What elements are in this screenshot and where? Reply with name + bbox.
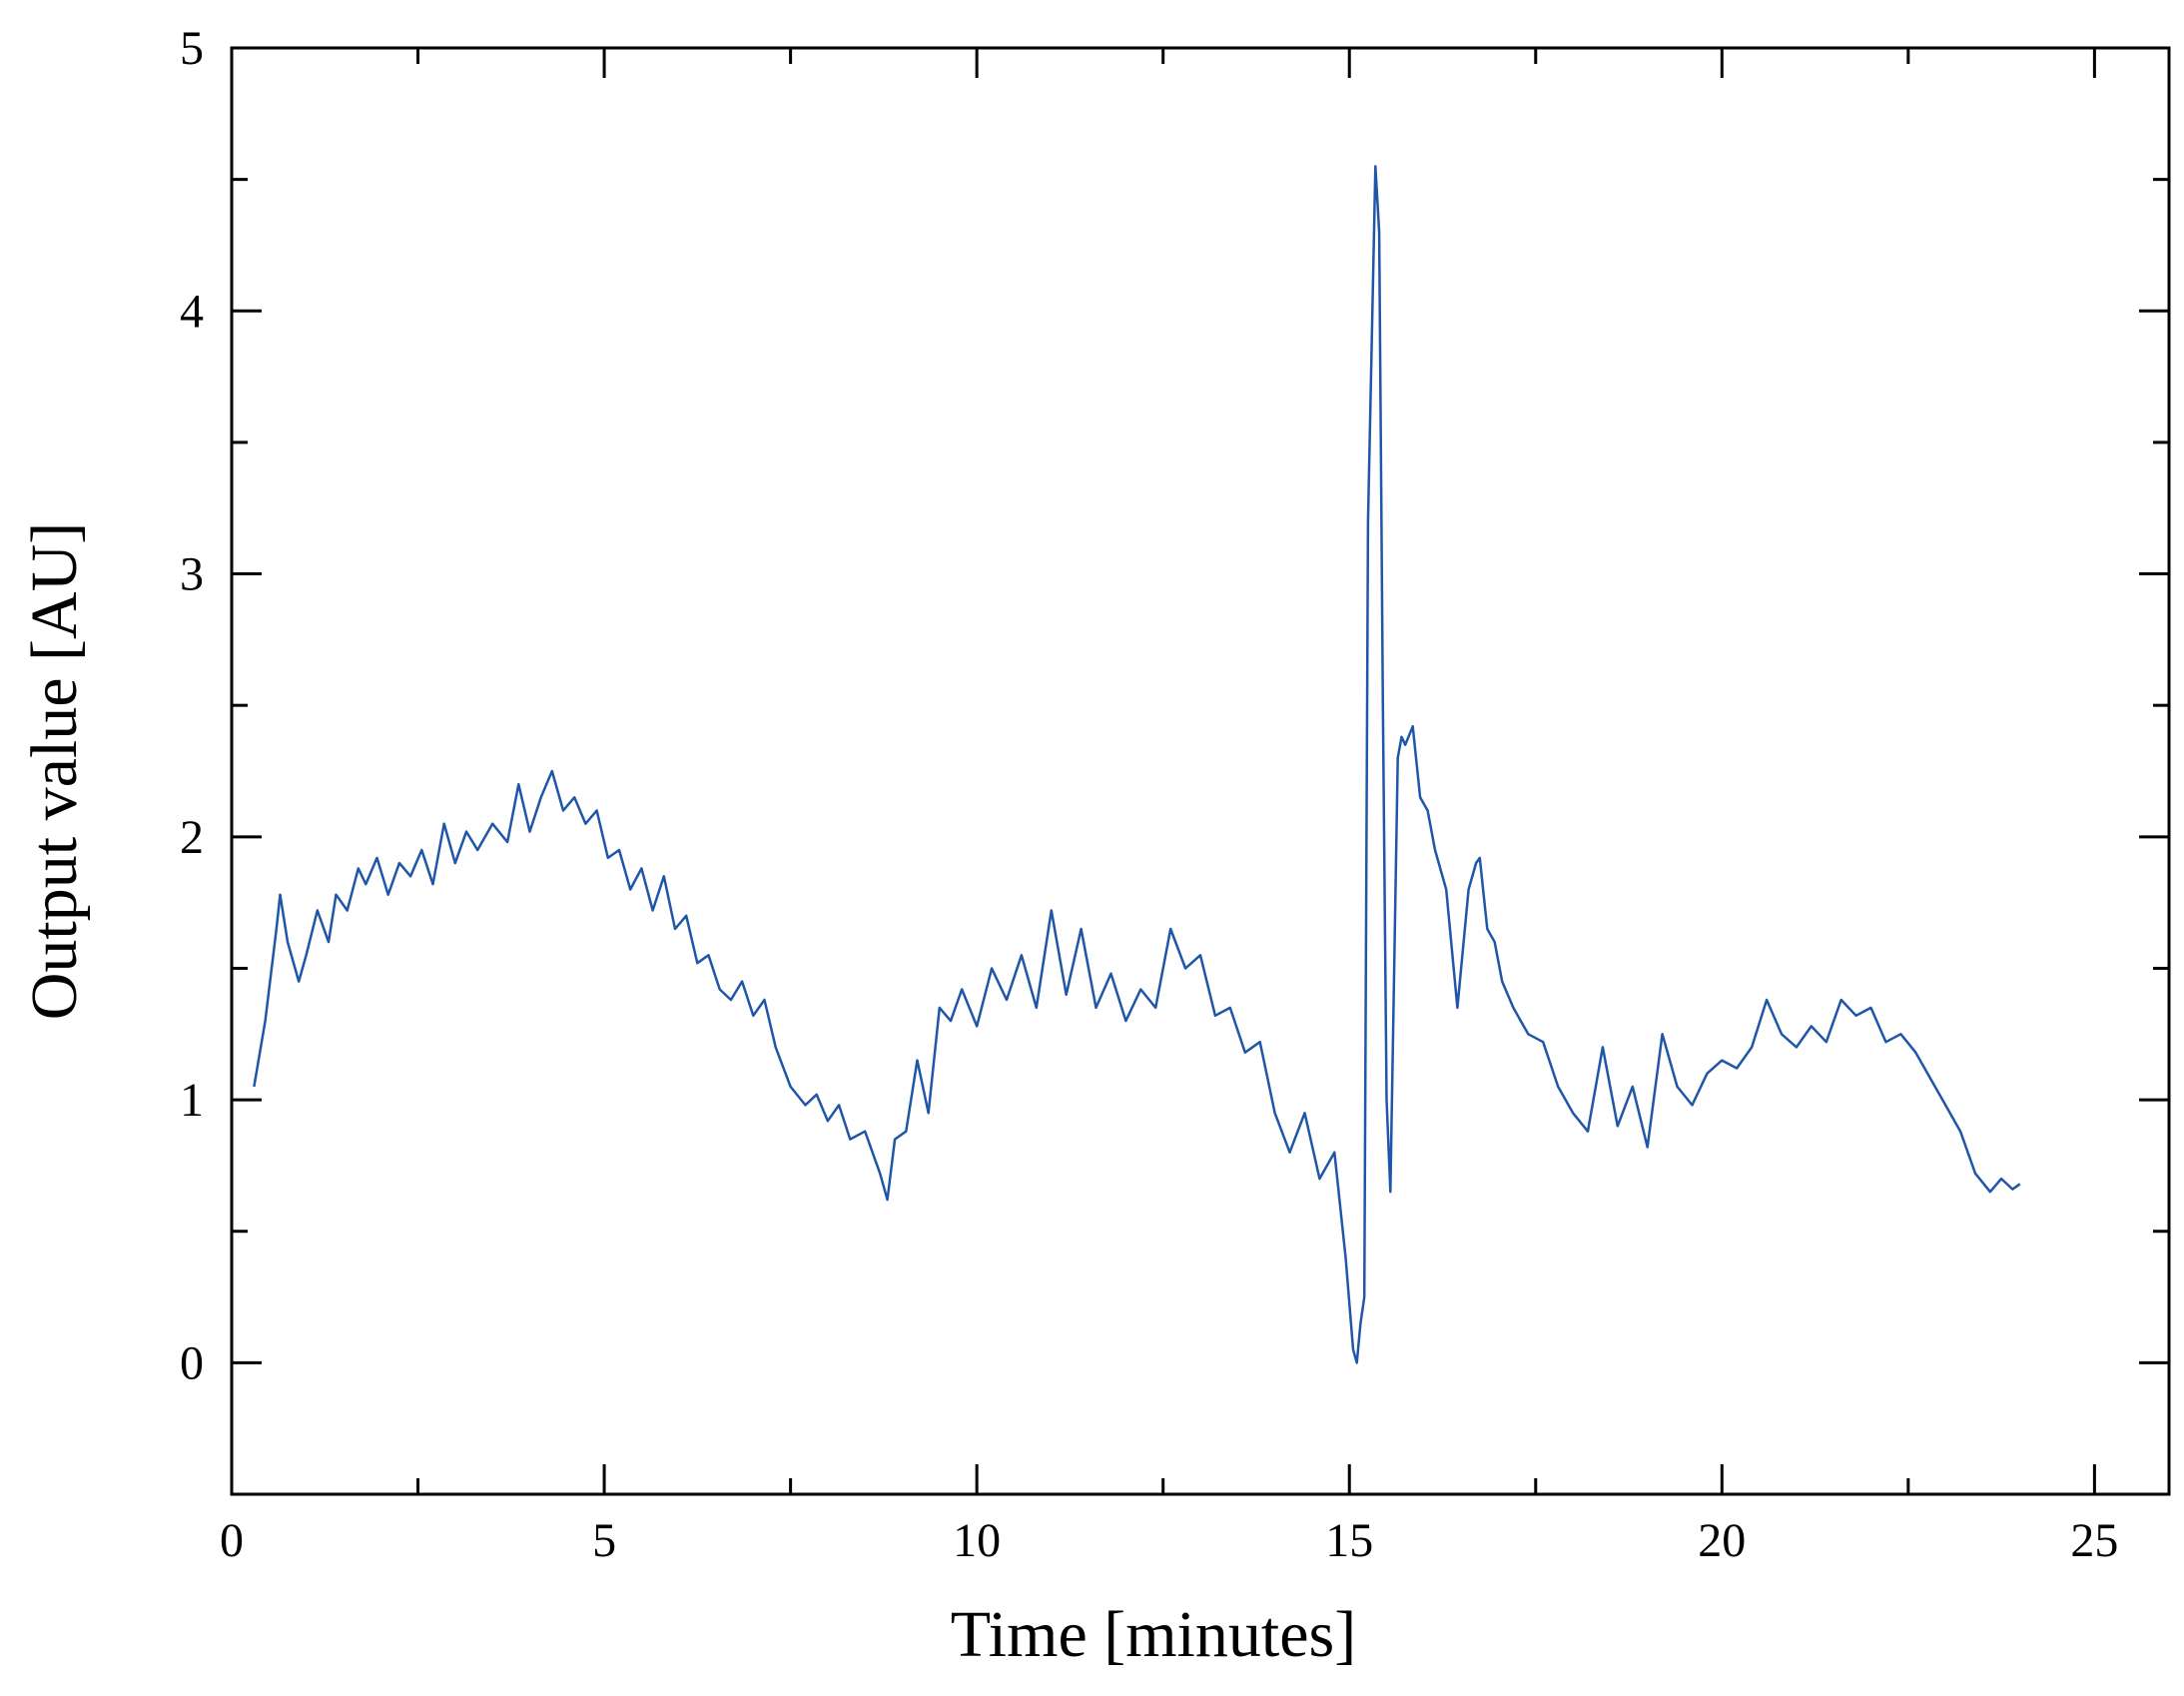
x-axis-title: Time [minutes] [951, 1598, 1356, 1671]
y-axis-ticks: 0 1 2 3 4 5 [180, 22, 2169, 1389]
x-tick-label: 20 [1698, 1514, 1746, 1567]
x-tick-label: 25 [2070, 1514, 2118, 1567]
series-line-0 [253, 165, 2021, 1364]
plot-frame [230, 46, 2171, 1496]
x-tick-label: 0 [220, 1514, 244, 1567]
y-tick-label: 2 [180, 811, 204, 864]
x-axis-ticks: 0 5 10 15 20 25 [220, 48, 2118, 1567]
y-tick-label: 0 [180, 1336, 204, 1389]
y-axis-title: Output value [AU] [18, 522, 91, 1021]
series-group [253, 165, 2021, 1364]
x-tick-label: 10 [953, 1514, 1001, 1567]
y-tick-label: 1 [180, 1074, 204, 1127]
y-tick-label: 5 [180, 22, 204, 75]
x-tick-label: 15 [1325, 1514, 1373, 1567]
y-tick-label: 3 [180, 548, 204, 601]
y-tick-label: 4 [180, 285, 204, 338]
x-tick-label: 5 [592, 1514, 616, 1567]
